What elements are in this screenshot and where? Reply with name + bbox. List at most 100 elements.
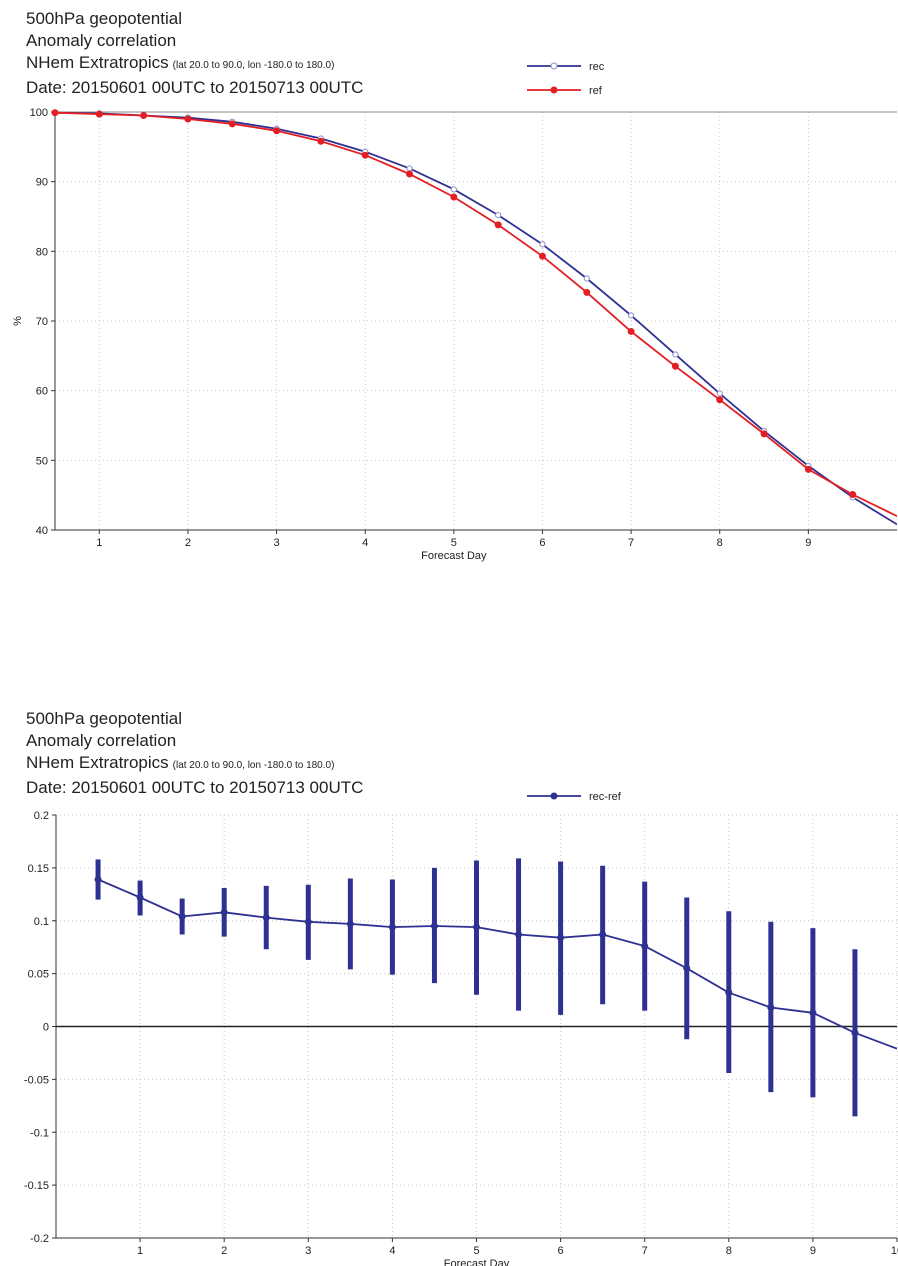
data-point-ref <box>273 127 281 135</box>
chart-region-note: (lat 20.0 to 90.0, lon -180.0 to 180.0) <box>172 760 335 771</box>
data-point-rec-ref <box>851 1029 859 1037</box>
x-tick-label: 9 <box>805 537 811 549</box>
y-tick-label: 0.1 <box>34 916 49 928</box>
data-point-rec <box>583 275 590 282</box>
data-point-ref <box>583 288 591 296</box>
data-point-ref <box>184 115 192 123</box>
chart-title-block: 500hPa geopotential Anomaly correlation … <box>26 708 363 799</box>
data-point-ref <box>760 430 768 438</box>
data-point-ref <box>228 120 236 128</box>
data-point-ref <box>95 110 103 118</box>
data-point-rec <box>672 351 679 358</box>
data-point-ref <box>450 193 458 201</box>
data-point-rec <box>539 241 546 248</box>
data-point-ref <box>849 490 857 498</box>
data-point-rec-ref <box>473 923 480 931</box>
data-point-rec-ref <box>178 913 186 921</box>
chart-title-line-1: 500hPa geopotential <box>26 709 182 728</box>
data-point-rec <box>628 312 635 319</box>
legend-label-rec: rec <box>589 61 605 73</box>
chart-title-block: 500hPa geopotential Anomaly correlation … <box>26 8 363 99</box>
chart-canvas-bottom: 1 2 3 4 5 6 7 8 9 10 -0.2 -0.15 -0.1 -0.05 0 0.05 0.1 0.1… <box>24 791 898 1266</box>
legend-label-ref: ref <box>589 85 603 97</box>
data-point-rec-ref <box>809 1009 817 1017</box>
plot-area <box>51 109 897 526</box>
data-point-rec-ref <box>136 893 144 901</box>
legend-marker-rec <box>550 62 558 70</box>
data-point-rec-ref <box>641 942 649 950</box>
chart-title-line-1: 500hPa geopotential <box>26 9 182 28</box>
x-axis-title: Forecast Day <box>421 550 487 562</box>
chart-title-line-2: Anomaly correlation <box>26 731 177 750</box>
chart-region: NHem Extratropics <box>26 753 169 772</box>
chart-panel-difference: 500hPa geopotential Anomaly correlation … <box>0 700 898 1266</box>
data-point-ref <box>804 465 812 473</box>
x-tick-label: 9 <box>810 1245 816 1257</box>
x-tick-label: 5 <box>473 1245 479 1257</box>
data-point-ref <box>538 252 546 260</box>
x-tick-label: 8 <box>717 537 723 549</box>
data-point-rec-ref <box>599 930 607 938</box>
data-point-rec-ref <box>515 930 523 938</box>
y-tick-label: -0.1 <box>30 1127 49 1139</box>
y-tick-label: 90 <box>36 177 48 189</box>
x-tick-label: 4 <box>389 1245 395 1257</box>
y-tick-label: 40 <box>36 525 48 537</box>
y-tick-label: 100 <box>30 107 48 119</box>
chart-canvas-top: 1 2 3 4 5 6 7 8 9 40 50 60 70 80 90 100 Forecast Day% rec… <box>12 61 897 562</box>
data-point-rec-ref <box>304 918 312 926</box>
x-tick-label: 2 <box>185 537 191 549</box>
chart-region-line: NHem Extratropics (lat 20.0 to 90.0, lon … <box>26 752 363 777</box>
y-tick-label: -0.05 <box>24 1074 49 1086</box>
x-tick-label: 1 <box>137 1245 143 1257</box>
x-tick-label: 6 <box>539 537 545 549</box>
data-point-ref <box>51 109 59 117</box>
data-point-rec-ref <box>220 908 228 916</box>
x-tick-label: 3 <box>274 537 280 549</box>
legend-marker-rec-ref <box>550 792 558 800</box>
chart-panel-anomaly-correlation: 500hPa geopotential Anomaly correlation … <box>0 0 898 580</box>
data-point-ref <box>317 137 325 145</box>
data-point-ref <box>140 111 148 119</box>
x-tick-label: 10 <box>891 1245 898 1257</box>
data-point-ref <box>716 396 724 404</box>
data-point-rec-ref <box>725 989 733 997</box>
y-tick-label: 60 <box>36 386 48 398</box>
data-point-ref <box>361 151 369 159</box>
y-tick-label: 70 <box>36 316 48 328</box>
data-point-ref <box>406 170 414 178</box>
data-point-rec <box>716 390 723 397</box>
data-point-rec-ref <box>683 964 691 972</box>
y-tick-label: -0.15 <box>24 1180 49 1192</box>
data-point-rec-ref <box>94 876 102 884</box>
data-point-rec-ref <box>346 920 354 928</box>
x-axis-title: Forecast Day <box>444 1258 510 1266</box>
y-axis-title: % <box>12 316 24 326</box>
chart-region-note: (lat 20.0 to 90.0, lon -180.0 to 180.0) <box>172 60 335 71</box>
data-point-ref <box>627 327 635 335</box>
x-tick-label: 7 <box>628 537 634 549</box>
data-point-ref <box>494 221 502 229</box>
data-point-ref <box>671 362 679 370</box>
data-point-rec <box>450 186 457 193</box>
y-tick-label: 50 <box>36 455 48 467</box>
chart-region-line: NHem Extratropics (lat 20.0 to 90.0, lon … <box>26 52 363 77</box>
data-point-rec <box>495 212 502 219</box>
y-tick-label: 0.2 <box>34 810 49 822</box>
x-tick-label: 7 <box>642 1245 648 1257</box>
y-tick-label: 0.15 <box>28 863 49 875</box>
chart-date: Date: 20150601 00UTC to 20150713 00UTC <box>26 78 364 97</box>
x-tick-label: 3 <box>305 1245 311 1257</box>
x-tick-label: 8 <box>726 1245 732 1257</box>
data-point-rec-ref <box>557 934 565 942</box>
y-tick-label: -0.2 <box>30 1233 49 1245</box>
x-tick-label: 4 <box>362 537 368 549</box>
series-line-rec <box>54 111 897 526</box>
chart-region: NHem Extratropics <box>26 53 169 72</box>
plot-area <box>94 858 897 1117</box>
y-tick-label: 80 <box>36 246 48 258</box>
chart-date: Date: 20150601 00UTC to 20150713 00UTC <box>26 778 364 797</box>
data-point-rec-ref <box>430 922 438 930</box>
data-point-rec-ref <box>262 914 270 922</box>
data-point-rec-ref <box>388 923 396 931</box>
